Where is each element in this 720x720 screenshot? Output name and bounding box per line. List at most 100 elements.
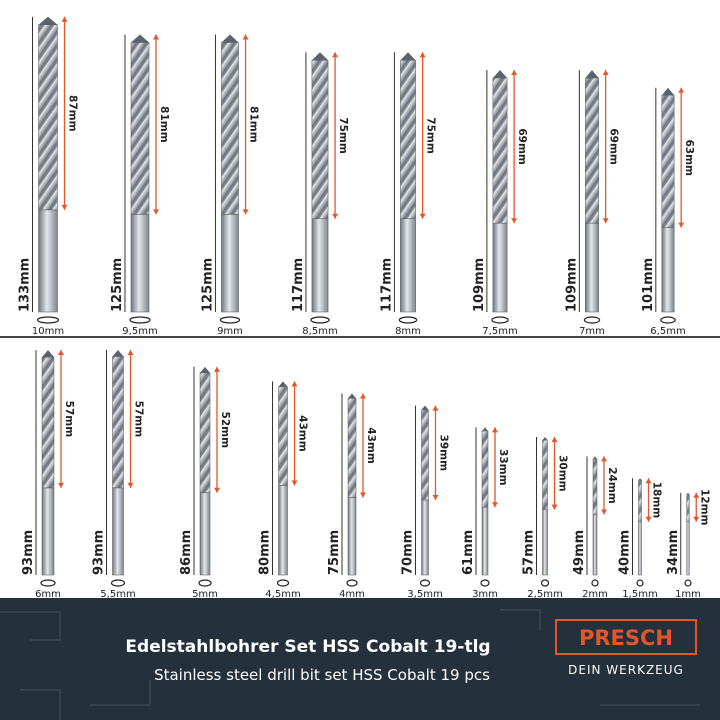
length-label: 93mm: [21, 530, 36, 575]
drill-flute: [585, 77, 599, 224]
arrow-head: [291, 480, 298, 486]
arrow-head: [61, 204, 68, 210]
arrow-head: [214, 366, 220, 372]
drill-tip: [221, 34, 239, 43]
banner-title: Edelstahlbohrer Set HSS Cobalt 19-tlg: [125, 637, 490, 657]
flute-label: 81mm: [248, 106, 260, 143]
arrow-head: [432, 405, 439, 411]
drill-flute: [638, 479, 642, 523]
arrow-head: [511, 218, 518, 224]
diameter-ring: [129, 316, 151, 324]
flute-label: 87mm: [67, 95, 79, 132]
length-label: 125mm: [110, 258, 125, 312]
brand: PRESCH: [579, 626, 673, 650]
length-label: 80mm: [258, 530, 273, 575]
drill-shank: [638, 521, 642, 576]
drill-tip: [278, 381, 288, 387]
length-label: 125mm: [200, 258, 215, 312]
diameter-label: 2,5mm: [527, 589, 562, 600]
diameter-label: 2mm: [582, 589, 608, 600]
arrow-head: [678, 87, 685, 93]
drill-tip: [130, 34, 150, 43]
arrow-head: [291, 381, 298, 387]
diameter-ring: [310, 316, 330, 324]
drill-flute: [542, 439, 548, 510]
drill-set: 10mm 133mm 87mm 9,5mm 125mm 81mm 9mm 125mm 81mm 8…: [18, 16, 710, 600]
diameter-ring: [636, 579, 644, 587]
drill-tip: [492, 70, 508, 79]
drill-flute: [112, 356, 124, 489]
drill-tip: [482, 427, 488, 431]
diameter-label: 7,5mm: [482, 326, 517, 337]
drill-flute: [400, 60, 416, 220]
arrow-head: [419, 52, 426, 58]
arrow-head: [127, 482, 134, 488]
drill-tip: [400, 52, 416, 61]
diameter-ring: [40, 579, 56, 587]
diameter-label: 3,5mm: [407, 589, 442, 600]
drill-tip: [311, 52, 329, 61]
drill-shank: [686, 521, 690, 576]
arrow-head: [511, 70, 518, 76]
drill-flute: [592, 458, 598, 515]
drill-tip: [593, 456, 597, 459]
arrow-head: [602, 218, 609, 224]
diameter-ring: [219, 316, 241, 324]
diameter-label: 5mm: [192, 589, 218, 600]
length-label: 93mm: [92, 530, 107, 575]
drill-flute: [199, 372, 211, 493]
drill-shank: [199, 492, 211, 576]
drill-tip: [112, 349, 124, 357]
banner-subtitle: Stainless steel drill bit set HSS Cobalt…: [154, 666, 490, 684]
diameter-label: 9,5mm: [122, 326, 157, 337]
diameter-ring: [36, 316, 60, 324]
arrow-head: [551, 504, 558, 510]
drill-flute: [347, 398, 357, 498]
diameter-label: 3mm: [472, 589, 498, 600]
flute-label: 57mm: [63, 401, 75, 438]
drill-shank: [38, 209, 58, 313]
arrow-head: [551, 437, 558, 443]
arrow-head: [360, 393, 366, 399]
brand-box: [555, 619, 697, 655]
diameter-ring: [480, 579, 490, 587]
length-label: 61mm: [461, 530, 476, 575]
diameter-label: 7mm: [579, 326, 605, 337]
flute-label: 52mm: [219, 412, 231, 449]
drill-tip: [200, 366, 210, 373]
drill-shank: [221, 214, 239, 313]
length-label: 133mm: [18, 258, 33, 312]
drill-shank: [492, 222, 508, 313]
arrow-head: [492, 427, 498, 433]
diameter-ring: [583, 316, 601, 324]
diameter-label: 4,5mm: [265, 589, 300, 600]
brand-tagline: DEIN WERKZEUG: [568, 663, 684, 677]
flute-label: 18mm: [651, 482, 663, 519]
arrow-head: [645, 516, 652, 522]
drill-flute: [661, 94, 675, 228]
drill-flute: [686, 493, 690, 523]
arrow-head: [332, 213, 339, 219]
arrow-head: [214, 487, 220, 493]
drill-tip: [542, 437, 548, 441]
diameter-label: 6mm: [35, 589, 61, 600]
arrow-head: [153, 34, 160, 40]
length-label: 101mm: [641, 258, 656, 312]
drill-shank: [542, 509, 548, 576]
flute-label: 81mm: [158, 106, 170, 143]
length-label: 57mm: [522, 530, 537, 575]
drill-flute: [38, 24, 58, 211]
diameter-label: 8,5mm: [302, 326, 337, 337]
flute-label: 12mm: [698, 489, 710, 526]
flute-label: 63mm: [683, 139, 695, 176]
banner-pattern: [0, 609, 700, 720]
banner: [0, 598, 720, 720]
diameter-ring: [540, 579, 550, 587]
drill-shank: [130, 214, 150, 313]
flute-label: 75mm: [337, 117, 349, 154]
drill-shank: [421, 499, 429, 576]
length-label: 70mm: [401, 530, 416, 575]
diameter-label: 9mm: [217, 326, 243, 337]
drill-flute: [311, 60, 329, 220]
